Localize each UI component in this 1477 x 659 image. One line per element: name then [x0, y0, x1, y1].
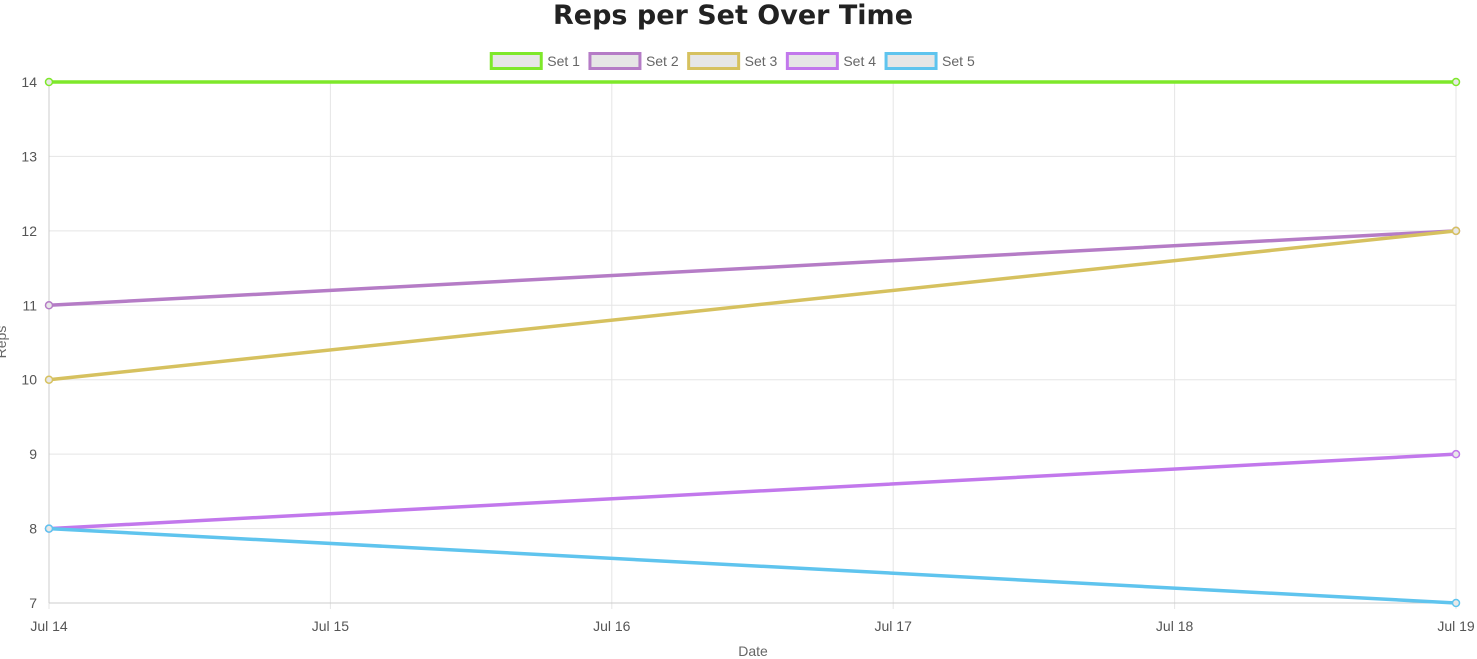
- data-point-set-1[interactable]: [44, 77, 54, 87]
- x-tick-label: Jul 17: [875, 618, 913, 634]
- data-point-set-3[interactable]: [1451, 226, 1461, 236]
- legend-label: Set 1: [547, 53, 580, 69]
- x-tick-label: Jul 15: [312, 618, 350, 634]
- data-point-set-1[interactable]: [1451, 77, 1461, 87]
- series-line-set-2: [47, 229, 1458, 308]
- legend-item-set-1[interactable]: Set 1: [489, 52, 580, 70]
- x-tick-label: Jul 14: [30, 618, 68, 634]
- legend-item-set-3[interactable]: Set 3: [687, 52, 778, 70]
- chart-title: Reps per Set Over Time: [553, 0, 913, 31]
- legend-item-set-2[interactable]: Set 2: [588, 52, 679, 70]
- legend-item-set-5[interactable]: Set 5: [884, 52, 975, 70]
- legend-label: Set 4: [843, 53, 876, 69]
- y-tick-label: 11: [22, 297, 37, 313]
- data-point-set-2[interactable]: [44, 301, 54, 310]
- y-tick-label: 7: [29, 595, 37, 611]
- x-tick-label: Jul 19: [1437, 618, 1475, 634]
- legend: Set 1 Set 2 Set 3 Set 4 Set 5: [489, 52, 975, 70]
- legend-swatch: [785, 52, 839, 70]
- y-tick-label: 12: [21, 223, 37, 239]
- data-point-set-5[interactable]: [44, 524, 54, 533]
- x-axis-ticks: Jul 14 Jul 15 Jul 16 Jul 17 Jul 18 Jul 19: [30, 618, 1475, 634]
- x-tick-label: Jul 16: [593, 618, 631, 634]
- data-point-set-4[interactable]: [1451, 449, 1461, 459]
- axes: [48, 82, 1456, 604]
- legend-swatch: [489, 52, 543, 70]
- y-axis-label: Reps: [0, 326, 9, 359]
- legend-swatch: [687, 52, 741, 70]
- legend-label: Set 3: [745, 53, 778, 69]
- data-point-set-5[interactable]: [1451, 598, 1461, 608]
- legend-item-set-4[interactable]: Set 4: [785, 52, 876, 70]
- series-line-set-3: [47, 229, 1458, 382]
- legend-swatch: [588, 52, 642, 70]
- y-tick-label: 14: [21, 74, 37, 90]
- y-tick-label: 13: [21, 148, 37, 164]
- y-tick-label: 8: [29, 521, 37, 537]
- legend-swatch: [884, 52, 938, 70]
- data-point-set-3[interactable]: [44, 375, 54, 384]
- series-group: [44, 77, 1461, 608]
- y-tick-label: 10: [21, 372, 37, 388]
- series-line-set-5: [47, 526, 1458, 605]
- legend-label: Set 5: [942, 53, 975, 69]
- x-tick-label: Jul 18: [1156, 618, 1194, 634]
- legend-label: Set 2: [646, 53, 679, 69]
- y-tick-label: 9: [29, 446, 37, 462]
- x-axis-label: Date: [738, 643, 768, 659]
- y-axis-ticks: 7 8 9 10 11 12 13 14: [21, 74, 37, 611]
- grid: [48, 81, 1457, 609]
- series-line-set-4: [47, 452, 1458, 531]
